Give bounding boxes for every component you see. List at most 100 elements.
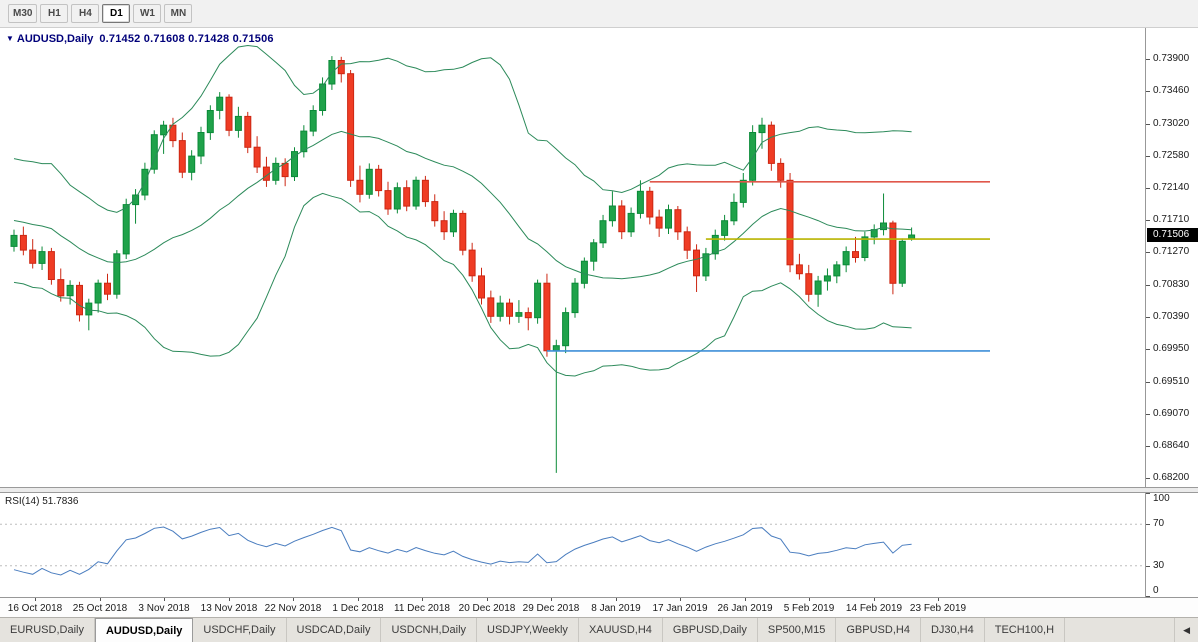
price-tick-mark: [1146, 124, 1150, 125]
date-tick-label: 26 Jan 2019: [717, 603, 773, 614]
date-tick-label: 20 Dec 2018: [458, 603, 516, 614]
price-tick-label: 0.72580: [1153, 150, 1190, 161]
price-tick-label: 0.72140: [1153, 182, 1190, 193]
price-tick-mark: [1146, 59, 1150, 60]
chart-tab-tech100-h[interactable]: TECH100,H: [985, 618, 1066, 642]
timeframe-button-d1[interactable]: D1: [102, 4, 131, 23]
date-axis[interactable]: 16 Oct 2018 25 Oct 2018 3 Nov 2018 13 Nov 2…: [0, 597, 1198, 617]
price-tick-mark: [1146, 478, 1150, 479]
rsi-line: [13, 526, 912, 576]
chart-tab-xauusd-h4[interactable]: XAUUSD,H4: [579, 618, 663, 642]
date-tick-mark: [680, 598, 681, 601]
chart-window: ▼ AUDUSD,Daily 0.71452 0.71608 0.71428 0.7…: [0, 28, 1198, 617]
price-tick-mark: [1146, 188, 1150, 189]
date-tick-label: 13 Nov 2018: [200, 603, 258, 614]
chart-tab-audusd-daily[interactable]: AUDUSD,Daily: [94, 618, 194, 642]
date-tick-mark: [938, 598, 939, 601]
timeframe-toolbar: M30 H1 H4 D1 W1 MN: [0, 0, 1198, 28]
date-tick-label: 14 Feb 2019: [845, 603, 903, 614]
rsi-tick-label: 100: [1153, 493, 1170, 504]
date-tick-label: 11 Dec 2018: [394, 603, 450, 614]
chart-tab-usdjpy-weekly[interactable]: USDJPY,Weekly: [477, 618, 579, 642]
chart-tab-usdcad-daily[interactable]: USDCAD,Daily: [287, 618, 382, 642]
horizontal-lines-layer: [546, 181, 990, 352]
price-tick-mark: [1146, 91, 1150, 92]
rsi-tick-mark: [1146, 524, 1150, 525]
chart-symbol-label: ▼ AUDUSD,Daily 0.71452 0.71608 0.71428 0.7…: [6, 33, 274, 45]
price-tick-mark: [1146, 446, 1150, 447]
date-tick-mark: [874, 598, 875, 601]
rsi-axis: 100 70 30 0: [1145, 493, 1198, 597]
date-tick-label: 22 Nov 2018: [264, 603, 322, 614]
date-tick-mark: [229, 598, 230, 601]
chart-tab-usdchf-daily[interactable]: USDCHF,Daily: [193, 618, 287, 642]
rsi-indicator-label: RSI(14) 51.7836: [5, 496, 79, 507]
price-tick-label: 0.73900: [1153, 53, 1190, 64]
timeframe-button-w1[interactable]: W1: [133, 4, 162, 23]
date-tick-label: 5 Feb 2019: [783, 603, 835, 614]
price-tick-mark: [1146, 285, 1150, 286]
price-tick-mark: [1146, 349, 1150, 350]
price-tick-mark: [1146, 156, 1150, 157]
bollinger-bands-layer: [13, 44, 912, 377]
date-tick-label: 8 Jan 2019: [591, 603, 641, 614]
date-tick-label: 29 Dec 2018: [522, 603, 580, 614]
timeframe-button-m30[interactable]: M30: [8, 4, 38, 23]
timeframe-button-h1[interactable]: H1: [40, 4, 69, 23]
price-tick-mark: [1146, 252, 1150, 253]
price-tick-label: 0.69950: [1153, 343, 1190, 354]
price-axis[interactable]: 0.71506 0.73900 0.73460 0.73020 0.72580 0.72…: [1145, 28, 1198, 487]
rsi-tick-mark: [1146, 493, 1150, 494]
pane-divider[interactable]: [0, 487, 1198, 493]
date-tick-mark: [551, 598, 552, 601]
rsi-tick-label: 70: [1153, 518, 1165, 529]
current-price-badge: 0.71506: [1147, 228, 1198, 242]
rsi-surface[interactable]: [0, 493, 1145, 597]
date-tick-mark: [809, 598, 810, 601]
rsi-tick-mark: [1146, 566, 1150, 567]
date-tick-mark: [745, 598, 746, 601]
chart-tab-sp500-m15[interactable]: SP500,M15: [758, 618, 837, 642]
rsi-tick-label: 0: [1153, 585, 1159, 596]
date-tick-mark: [487, 598, 488, 601]
date-tick-mark: [422, 598, 423, 601]
date-tick-label: 16 Oct 2018: [7, 603, 63, 614]
date-tick-mark: [164, 598, 165, 601]
price-tick-label: 0.71710: [1153, 214, 1190, 225]
price-tick-mark: [1146, 414, 1150, 415]
chart-tab-usdcnh-daily[interactable]: USDCNH,Daily: [381, 618, 478, 642]
price-tick-label: 0.70390: [1153, 311, 1190, 322]
price-tick-mark: [1146, 382, 1150, 383]
chart-tab-gbpusd-daily[interactable]: GBPUSD,Daily: [663, 618, 758, 642]
price-tick-mark: [1146, 317, 1150, 318]
timeframe-button-h4[interactable]: H4: [71, 4, 100, 23]
price-tick-label: 0.73460: [1153, 85, 1190, 96]
date-tick-label: 25 Oct 2018: [72, 603, 128, 614]
date-tick-mark: [293, 598, 294, 601]
date-tick-label: 1 Dec 2018: [332, 603, 384, 614]
price-tick-mark: [1146, 220, 1150, 221]
candles-layer: [10, 56, 916, 473]
price-tick-label: 0.69070: [1153, 408, 1190, 419]
date-tick-label: 3 Nov 2018: [138, 603, 190, 614]
rsi-tick-mark: [1146, 596, 1150, 597]
date-tick-label: 23 Feb 2019: [909, 603, 967, 614]
chart-tab-dj30-h4[interactable]: DJ30,H4: [921, 618, 985, 642]
main-chart-surface[interactable]: [0, 28, 1145, 487]
date-tick-mark: [35, 598, 36, 601]
date-tick-label: 17 Jan 2019: [652, 603, 708, 614]
tab-scroll-left-button[interactable]: ◀: [1174, 618, 1198, 642]
date-tick-mark: [616, 598, 617, 601]
chart-tabbar: EURUSD,Daily AUDUSD,Daily USDCHF,Daily USDC…: [0, 617, 1198, 642]
chart-ohlc-label: 0.71452 0.71608 0.71428 0.71506: [99, 33, 274, 45]
timeframe-button-mn[interactable]: MN: [164, 4, 193, 23]
price-tick-label: 0.68640: [1153, 440, 1190, 451]
price-tick-label: 0.68200: [1153, 472, 1190, 483]
chart-tab-gbpusd-h4[interactable]: GBPUSD,H4: [836, 618, 921, 642]
date-tick-mark: [358, 598, 359, 601]
price-tick-label: 0.69510: [1153, 376, 1190, 387]
chart-tab-eurusd-daily[interactable]: EURUSD,Daily: [0, 618, 95, 642]
symbol-marker-icon: ▼: [6, 34, 14, 43]
symbol-name-label: AUDUSD,Daily: [16, 33, 94, 45]
price-tick-label: 0.71270: [1153, 246, 1190, 257]
